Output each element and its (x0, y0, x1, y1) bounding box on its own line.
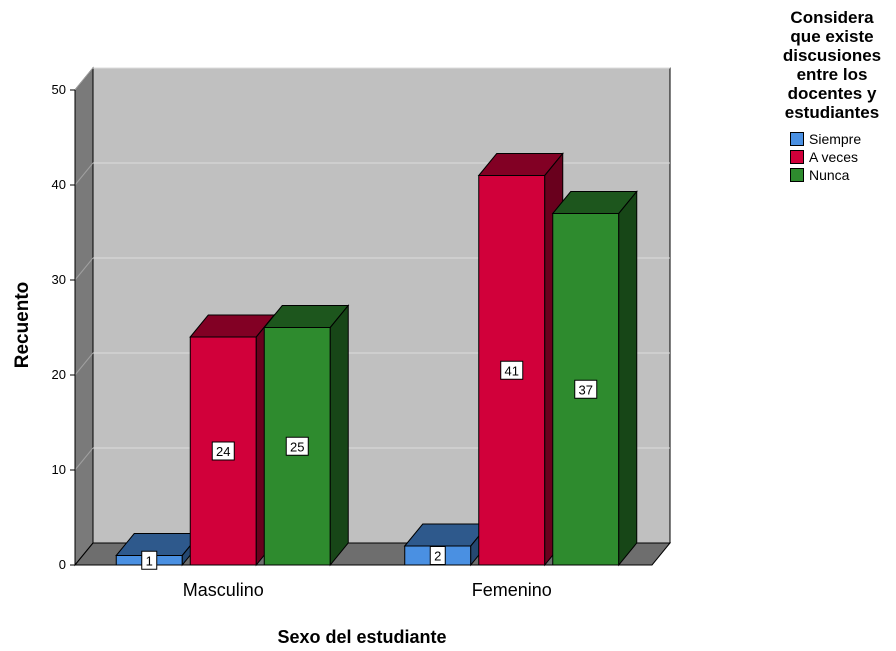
legend-title-line: entre los (796, 65, 868, 84)
data-label-box (211, 441, 235, 461)
y-tick-label: 50 (52, 82, 66, 97)
bar-side (329, 304, 349, 567)
data-label-text: 2 (434, 549, 441, 564)
data-label: 2 (429, 546, 446, 565)
x-axis: Masculino Femenino (183, 580, 552, 600)
legend-swatch (790, 132, 804, 146)
data-label: 41 (500, 360, 524, 380)
y-tick-label: 0 (59, 557, 66, 572)
data-label: 25 (285, 436, 309, 456)
bar: 37 (551, 190, 638, 567)
bar: 25 (263, 304, 350, 567)
legend-title-line: que existe (790, 27, 874, 46)
legend-item: A veces (790, 148, 894, 166)
legend-label: Nunca (809, 167, 850, 183)
x-axis-label: Sexo del estudiante (277, 627, 446, 647)
y-tick-label: 10 (52, 462, 66, 477)
data-label-text: 24 (216, 444, 230, 459)
data-label-box (574, 379, 598, 399)
y-axis: 0 10 20 30 40 50 (52, 82, 76, 572)
data-label-text: 41 (505, 363, 519, 378)
data-label: 1 (141, 550, 158, 570)
data-label: 24 (211, 441, 235, 461)
legend-title-line: docentes y (787, 84, 877, 103)
legend-label: A veces (809, 149, 859, 165)
data-label-box (429, 546, 446, 565)
legend-item: Nunca (790, 166, 894, 184)
y-axis-label: Recuento (12, 282, 33, 369)
bars: 1 24 25 2 41 37 (115, 152, 638, 570)
legend: Considera que existe discusiones entre los d… (770, 8, 894, 184)
legend-label: Siempre (809, 131, 862, 147)
legend-items: Siempre A veces Nunca (770, 130, 894, 184)
legend-title: Considera que existe discusiones entre los d… (770, 8, 894, 122)
legend-title-line: estudiantes (784, 103, 880, 122)
legend-title-line: discusiones (782, 46, 882, 65)
bar: 41 (477, 152, 564, 567)
data-label-box (285, 436, 309, 456)
gridline (74, 447, 94, 471)
bar: 24 (189, 313, 276, 567)
legend-swatch (790, 168, 804, 182)
x-tick-label: Femenino (472, 580, 552, 600)
y-tick-label: 20 (52, 367, 66, 382)
gridline (74, 162, 94, 186)
data-label-text: 25 (290, 439, 304, 454)
y-tick-label: 40 (52, 177, 66, 192)
legend-item: Siempre (790, 130, 894, 148)
legend-swatch (790, 150, 804, 164)
data-label-text: 1 (146, 553, 153, 568)
legend-title-line: Considera (790, 8, 874, 27)
gridline (74, 257, 94, 281)
data-label-box (141, 550, 158, 570)
x-tick-label: Masculino (183, 580, 264, 600)
gridline (74, 67, 94, 91)
data-label-text: 37 (579, 382, 593, 397)
bar: 2 (403, 522, 490, 567)
bar-side (618, 190, 638, 567)
side-wall (74, 66, 94, 567)
gridline (74, 352, 94, 376)
y-tick-label: 30 (52, 272, 66, 287)
data-label: 37 (574, 379, 598, 399)
data-label-box (500, 360, 524, 380)
